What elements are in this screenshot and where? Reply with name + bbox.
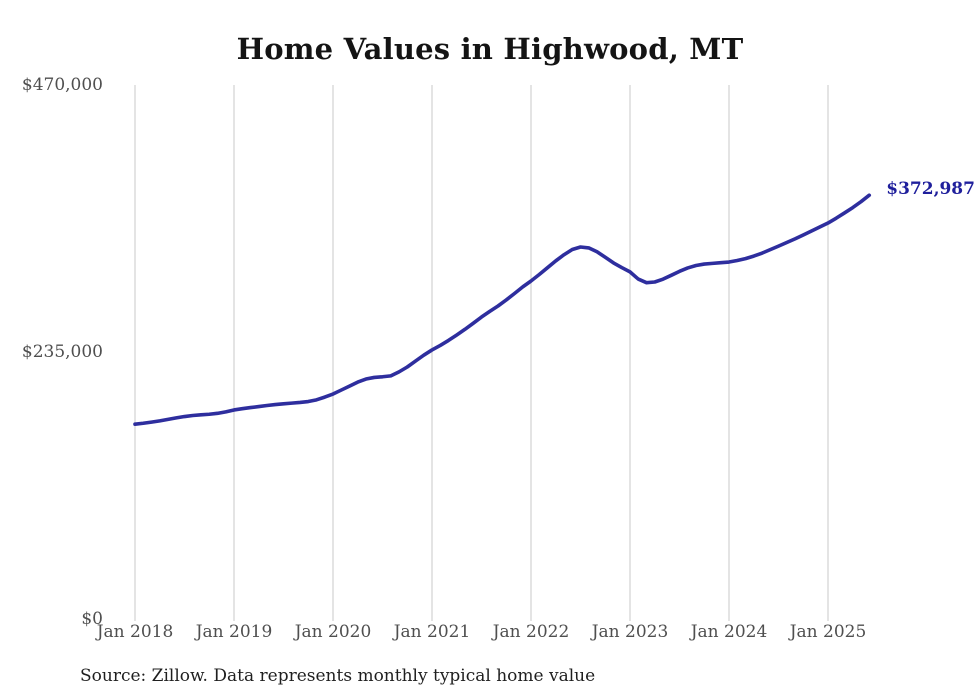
home-value-line <box>133 193 872 426</box>
x-tick-label: Jan 2025 <box>789 622 867 642</box>
x-tick-label: Jan 2022 <box>492 622 570 642</box>
page-title: Home Values in Highwood, MT <box>236 32 744 66</box>
end-value-label: $372,987 <box>886 179 975 200</box>
x-tick-label: Jan 2024 <box>690 622 768 642</box>
source-note: Source: Zillow. Data represents monthly … <box>80 666 596 686</box>
gridlines <box>134 85 829 621</box>
y-tick-label: $470,000 <box>21 75 103 95</box>
y-tick-label: $0 <box>81 609 103 629</box>
x-tick-label: Jan 2019 <box>195 622 273 642</box>
x-tick-label: Jan 2020 <box>294 622 372 642</box>
x-tick-label: Jan 2018 <box>96 622 174 642</box>
x-tick-label: Jan 2021 <box>393 622 471 642</box>
x-tick-label: Jan 2023 <box>591 622 669 642</box>
y-tick-label: $235,000 <box>21 342 103 362</box>
